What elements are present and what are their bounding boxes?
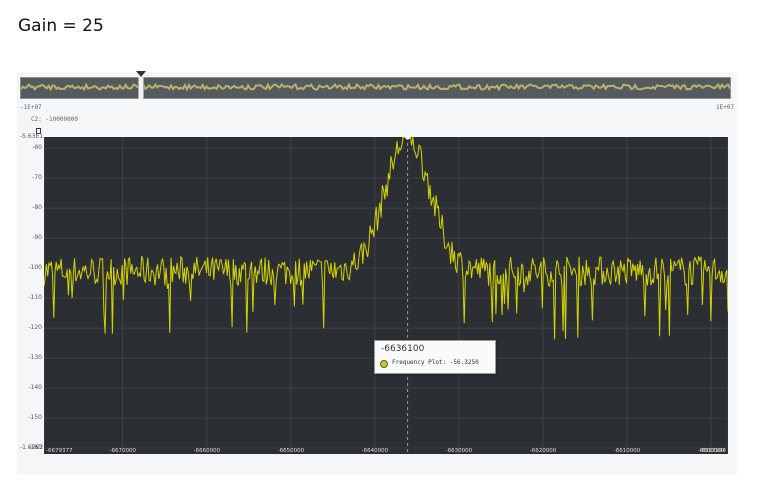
x-tick-label: -6597984: [700, 448, 727, 454]
overview-max-label: 1E+07: [716, 104, 735, 111]
frequency-plot[interactable]: -6679377 -6670000 -6660000 -6650000 -6640000…: [44, 137, 728, 454]
y-tick-label: -100: [28, 264, 42, 272]
series-marker-icon: [380, 360, 388, 368]
y-tick-label: -130: [28, 354, 42, 362]
peak-point: [405, 137, 411, 140]
overview-strip[interactable]: [20, 77, 731, 99]
x-tick-label: -6640000: [362, 448, 389, 454]
y-tick-label: -140: [28, 384, 42, 392]
y-tick-label: -160: [28, 444, 42, 451]
x-tick-label: -6630000: [446, 448, 473, 454]
y-tick-label: -90: [32, 234, 42, 242]
lock-icon[interactable]: [36, 128, 41, 134]
overview-min-label: -1E+07: [20, 104, 42, 111]
frequency-trace: [44, 137, 728, 340]
y-axis-top-value: -5.63E1: [20, 133, 44, 140]
overview-line: [21, 82, 730, 92]
y-tick-label: -60: [32, 144, 42, 152]
cursor-marker-icon[interactable]: [136, 71, 146, 77]
plot-background: [44, 137, 728, 454]
page-heading: Gain = 25: [18, 16, 104, 36]
data-tooltip: -6636100 Frequency Plot: -56.3250: [374, 340, 496, 374]
overview-trace: [21, 82, 730, 92]
overview-range-handle[interactable]: [138, 77, 144, 99]
x-tick-label: -6600000: [698, 448, 725, 454]
x-tick-label: -6670000: [110, 448, 137, 454]
y-tick-label: -70: [32, 174, 42, 182]
y-axis-bottom-value: -1.62E2: [20, 444, 44, 451]
x-tick-label: -6610000: [614, 448, 641, 454]
y-tick-label: -120: [28, 324, 42, 332]
y-tick-label: -150: [28, 414, 42, 421]
x-tick-label: -6620000: [530, 448, 557, 454]
cursor-readout: C2: -10000000: [31, 116, 78, 123]
x-tick-label: -6660000: [194, 448, 221, 454]
tooltip-series-value: Frequency Plot: -56.3250: [392, 359, 479, 366]
y-tick-label: -110: [28, 294, 42, 302]
x-tick-label: -6679377: [46, 448, 73, 454]
x-tick-label: -6650000: [278, 448, 305, 454]
tooltip-x-value: -6636100: [381, 344, 425, 354]
y-tick-label: -80: [32, 204, 42, 212]
